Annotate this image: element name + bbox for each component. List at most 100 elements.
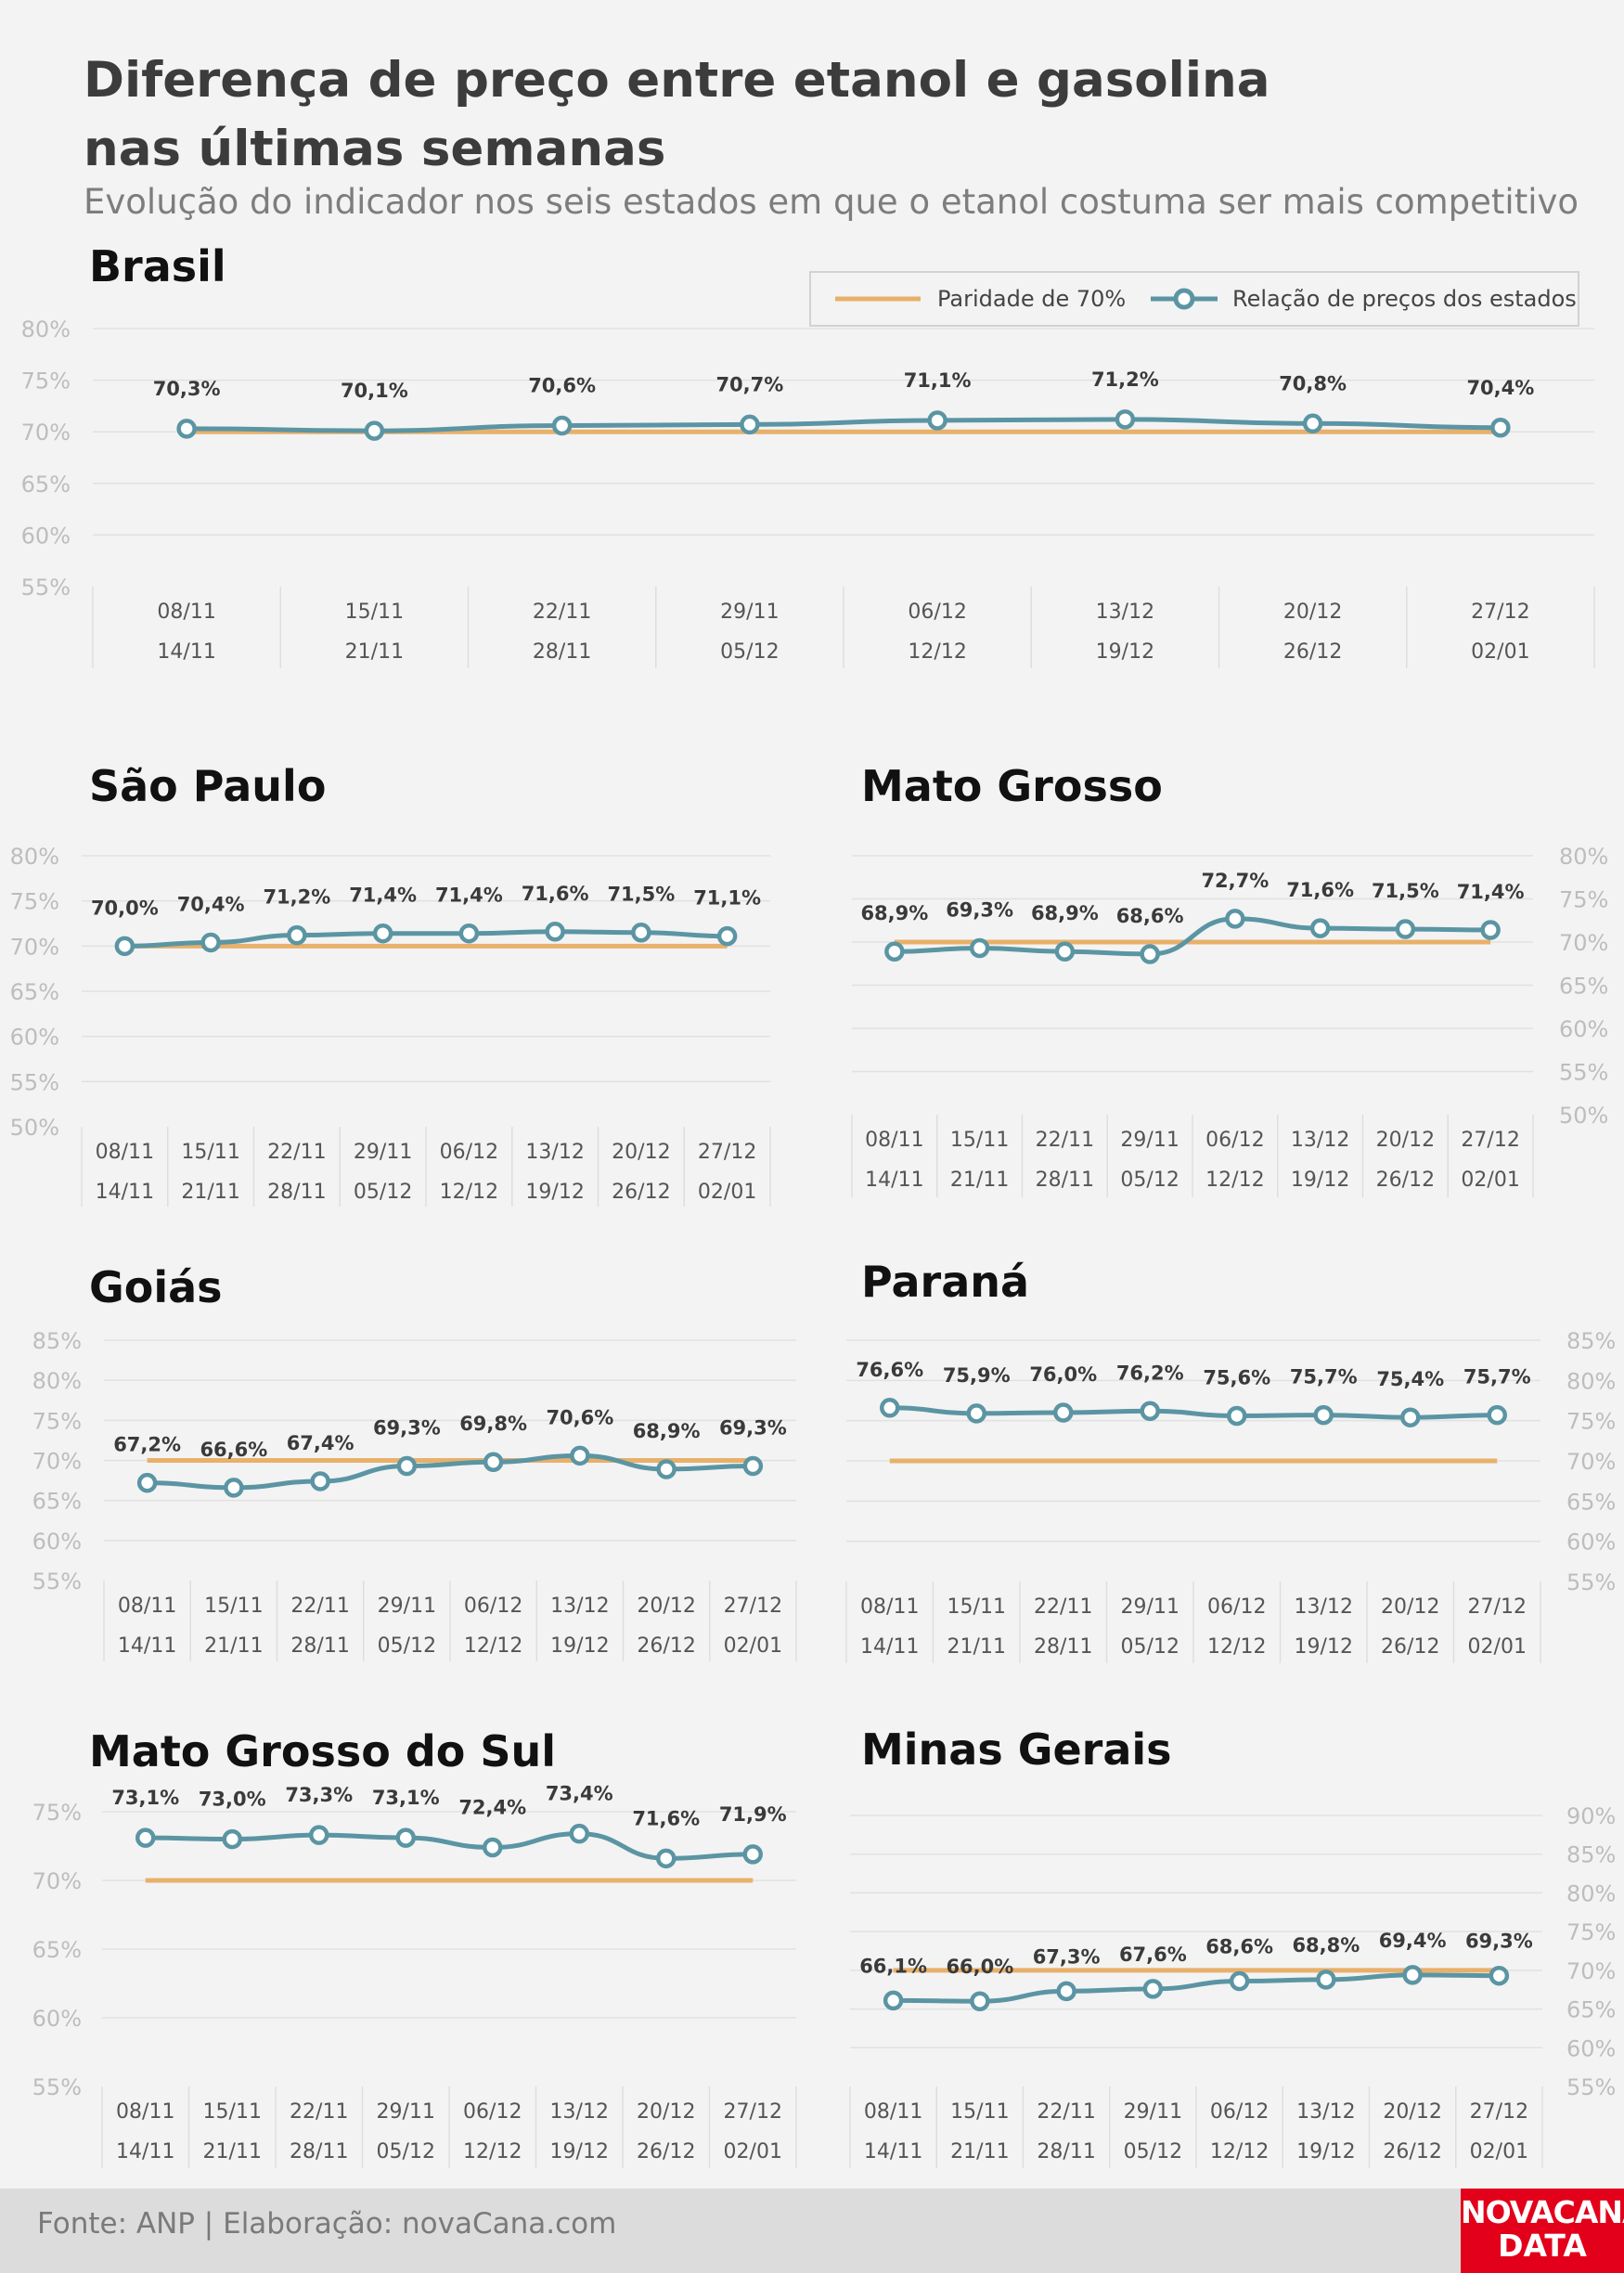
x-tick-label: 29/11 — [354, 1141, 412, 1164]
data-point — [966, 1403, 986, 1424]
x-tick-label: 19/12 — [1096, 640, 1154, 664]
y-tick-label: 55% — [32, 1569, 82, 1595]
y-tick-label: 55% — [1559, 1060, 1608, 1086]
data-label: 66,6% — [200, 1439, 267, 1461]
y-tick-label: 70% — [1559, 930, 1608, 956]
data-point — [569, 1823, 589, 1844]
x-tick-label: 05/12 — [1124, 2140, 1182, 2163]
data-label: 76,0% — [1029, 1363, 1097, 1386]
x-tick-label: 15/11 — [204, 1595, 263, 1618]
data-point — [1480, 920, 1501, 940]
x-tick-label: 19/12 — [1296, 2140, 1355, 2163]
y-tick-label: 60% — [21, 523, 71, 549]
x-tick-label: 28/11 — [290, 2140, 348, 2163]
x-tick-label: 06/12 — [464, 1595, 522, 1618]
x-tick-label: 28/11 — [1036, 1169, 1094, 1192]
y-tick-label: 75% — [32, 1800, 82, 1826]
data-point — [364, 420, 385, 441]
x-tick-label: 13/12 — [525, 1141, 584, 1164]
y-tick-label: 85% — [1566, 1328, 1616, 1354]
series-line — [124, 929, 728, 949]
panel-title-mato-grosso-do-sul: Mato Grosso do Sul — [89, 1726, 557, 1776]
y-tick-label: 55% — [10, 1069, 59, 1095]
panel-title-goias: Goiás — [89, 1262, 223, 1312]
data-label: 67,6% — [1119, 1944, 1187, 1966]
data-label: 70,1% — [341, 380, 408, 402]
x-tick-label: 22/11 — [290, 2100, 348, 2124]
x-tick-label: 14/11 — [865, 1169, 923, 1192]
x-tick-label: 14/11 — [860, 1635, 919, 1659]
data-point — [396, 1455, 418, 1477]
data-point — [1053, 1402, 1074, 1423]
data-label: 69,8% — [459, 1413, 527, 1435]
x-tick-label: 22/11 — [267, 1141, 326, 1164]
data-point — [570, 1445, 590, 1466]
x-tick-label: 14/11 — [118, 1634, 176, 1658]
x-tick-label: 13/12 — [1295, 1595, 1353, 1619]
data-point — [551, 415, 573, 436]
series-line — [145, 1831, 754, 1861]
x-tick-label: 08/11 — [116, 2100, 174, 2124]
x-tick-label: 12/12 — [440, 1181, 498, 1204]
y-tick-label: 75% — [1566, 1409, 1616, 1435]
data-label: 71,6% — [1286, 879, 1354, 901]
x-tick-label: 21/11 — [345, 640, 404, 664]
x-tick-label: 19/12 — [550, 1634, 609, 1658]
data-point — [1400, 1407, 1421, 1427]
x-tick-label: 27/12 — [724, 1595, 782, 1618]
x-tick-label: 05/12 — [720, 640, 779, 664]
data-label: 71,2% — [1091, 368, 1159, 391]
x-tick-label: 19/12 — [550, 2140, 609, 2163]
data-label: 70,3% — [153, 378, 221, 400]
data-point — [1054, 941, 1076, 962]
x-tick-label: 02/01 — [1461, 1169, 1519, 1192]
data-label: 70,8% — [1279, 372, 1347, 394]
y-tick-label: 65% — [32, 1489, 82, 1515]
data-label: 68,8% — [1292, 1934, 1360, 1957]
data-point — [114, 936, 135, 957]
data-point — [1316, 1970, 1336, 1990]
x-tick-label: 22/11 — [1037, 2100, 1095, 2124]
x-tick-label: 08/11 — [96, 1141, 154, 1164]
y-tick-label: 85% — [1566, 1842, 1616, 1868]
data-point — [1140, 1401, 1160, 1422]
data-label: 73,1% — [372, 1787, 440, 1809]
x-tick-label: 13/12 — [1096, 601, 1154, 624]
panel-title-parana: Paraná — [861, 1257, 1030, 1307]
x-tick-label: 15/11 — [947, 1595, 1006, 1619]
x-tick-label: 12/12 — [1205, 1169, 1264, 1192]
panel-title-sao-paulo: São Paulo — [89, 761, 327, 811]
data-point — [631, 922, 651, 943]
data-point — [884, 941, 905, 962]
data-label: 68,9% — [860, 902, 928, 924]
x-tick-label: 15/11 — [345, 601, 404, 624]
data-label: 75,6% — [1203, 1366, 1270, 1388]
data-point — [1309, 918, 1331, 938]
x-tick-label: 13/12 — [550, 1595, 609, 1618]
data-point — [883, 1990, 904, 2011]
data-point — [1115, 409, 1136, 430]
y-tick-label: 70% — [10, 934, 59, 960]
chart-legend: Paridade de 70% Relação de preços dos es… — [809, 271, 1579, 327]
data-point — [1142, 1979, 1164, 1999]
x-tick-label: 15/11 — [203, 2100, 262, 2124]
x-tick-label: 19/12 — [1295, 1635, 1353, 1659]
data-point — [656, 1459, 677, 1479]
data-label: 71,9% — [719, 1803, 787, 1826]
data-point — [1489, 1965, 1510, 1986]
data-point — [287, 924, 307, 946]
page-subtitle: Evolução do indicador nos seis estados e… — [84, 182, 1579, 222]
x-tick-label: 26/12 — [637, 1634, 695, 1658]
x-tick-label: 21/11 — [950, 2140, 1009, 2163]
x-tick-label: 22/11 — [1036, 1129, 1094, 1152]
data-label: 71,2% — [263, 886, 330, 909]
data-label: 68,6% — [1205, 1936, 1273, 1958]
y-tick-label: 55% — [32, 2074, 82, 2100]
x-tick-label: 29/11 — [1124, 2100, 1182, 2124]
data-point — [483, 1837, 503, 1858]
data-point — [224, 1478, 244, 1498]
y-tick-label: 55% — [1566, 1569, 1616, 1595]
x-tick-label: 02/01 — [698, 1181, 756, 1204]
